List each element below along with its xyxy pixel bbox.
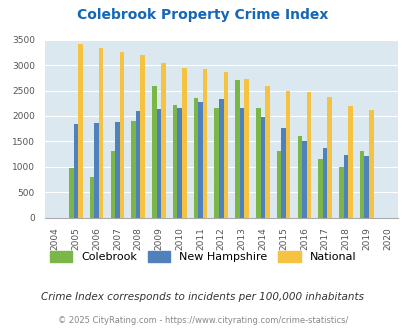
Bar	[239, 108, 244, 218]
Bar	[198, 102, 202, 218]
Bar	[193, 98, 198, 218]
Bar	[110, 150, 115, 218]
Bar	[276, 150, 281, 218]
Bar	[318, 159, 322, 218]
Bar	[177, 108, 181, 218]
Bar	[244, 79, 248, 218]
Bar	[181, 68, 186, 218]
Bar	[115, 121, 119, 218]
Bar	[260, 117, 264, 218]
Bar	[327, 97, 331, 218]
Bar	[322, 148, 327, 218]
Bar	[364, 156, 368, 218]
Bar	[78, 44, 83, 218]
Bar	[297, 136, 301, 218]
Text: © 2025 CityRating.com - https://www.cityrating.com/crime-statistics/: © 2025 CityRating.com - https://www.city…	[58, 316, 347, 325]
Bar	[264, 86, 269, 218]
Bar	[347, 106, 352, 218]
Bar	[368, 110, 373, 218]
Bar	[99, 48, 103, 218]
Bar	[119, 52, 124, 218]
Bar	[338, 167, 343, 218]
Bar	[152, 86, 156, 218]
Bar	[359, 150, 364, 218]
Bar	[90, 177, 94, 218]
Bar	[223, 72, 228, 218]
Bar	[234, 80, 239, 218]
Bar	[156, 109, 161, 218]
Bar	[136, 112, 140, 218]
Bar	[281, 128, 285, 218]
Text: Crime Index corresponds to incidents per 100,000 inhabitants: Crime Index corresponds to incidents per…	[41, 292, 364, 302]
Text: Colebrook Property Crime Index: Colebrook Property Crime Index	[77, 8, 328, 22]
Bar	[94, 123, 99, 218]
Bar	[218, 99, 223, 218]
Bar	[173, 105, 177, 218]
Bar	[131, 121, 136, 218]
Bar	[140, 55, 145, 218]
Bar	[214, 108, 218, 218]
Bar	[301, 142, 306, 218]
Bar	[343, 155, 347, 218]
Bar	[73, 124, 78, 218]
Bar	[255, 108, 260, 218]
Bar	[69, 168, 73, 218]
Legend: Colebrook, New Hampshire, National: Colebrook, New Hampshire, National	[45, 247, 360, 267]
Bar	[161, 63, 165, 218]
Bar	[285, 91, 290, 218]
Bar	[306, 92, 311, 218]
Bar	[202, 69, 207, 218]
